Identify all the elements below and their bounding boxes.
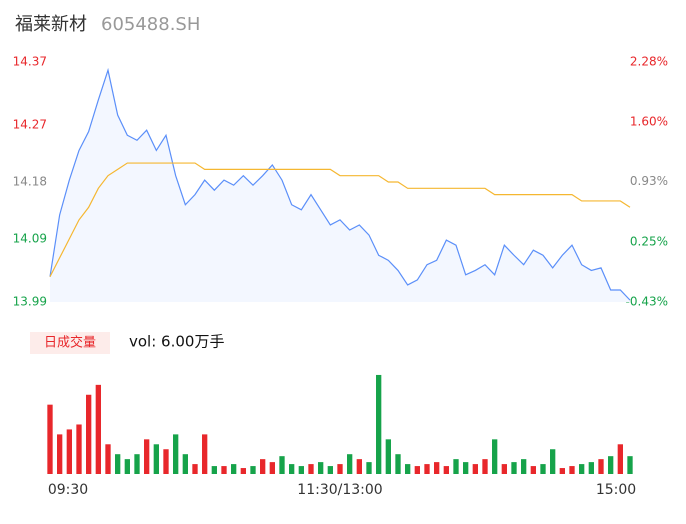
stock-name: 福莱新材 — [15, 14, 87, 35]
volume-bar — [211, 466, 217, 474]
volume-bar — [521, 459, 527, 474]
volume-bar — [308, 464, 314, 474]
volume-bar — [453, 459, 459, 474]
volume-bar — [540, 464, 546, 474]
volume-bar — [192, 464, 198, 474]
volume-bar — [144, 439, 150, 474]
volume-bar — [588, 462, 594, 474]
x-tick-label: 11:30/13:00 — [297, 482, 382, 498]
volume-bar — [463, 462, 469, 474]
volume-bar — [250, 466, 256, 474]
y2-tick-label: 0.25% — [630, 234, 668, 248]
price-area — [50, 70, 630, 302]
volume-bar — [550, 449, 556, 474]
y-tick-label: 14.37 — [13, 55, 47, 69]
volume-bar — [337, 464, 343, 474]
volume-bar — [579, 464, 585, 474]
volume-bar — [385, 439, 391, 474]
volume-bar — [153, 444, 159, 474]
x-tick-label: 09:30 — [48, 482, 88, 498]
volume-bar — [289, 464, 295, 474]
volume-bar — [434, 462, 440, 474]
volume-bar — [395, 454, 401, 474]
volume-bar — [356, 459, 362, 474]
y-tick-label: 13.99 — [13, 295, 47, 309]
volume-bar — [376, 374, 382, 474]
volume-bar — [627, 456, 633, 474]
volume-total: vol: 6.00万手 — [129, 333, 224, 351]
volume-bar — [260, 459, 266, 474]
volume-bar — [269, 462, 275, 474]
volume-bar — [617, 444, 623, 474]
volume-bar — [559, 468, 565, 474]
volume-bar — [240, 468, 246, 474]
x-tick-label: 15:00 — [596, 482, 636, 498]
volume-bar — [76, 424, 82, 474]
average-line — [49, 162, 631, 278]
volume-bar — [608, 456, 614, 474]
volume-bar — [163, 449, 169, 474]
y2-tick-label: -0.43% — [626, 295, 668, 309]
volume-bar — [366, 462, 372, 474]
volume-bar — [95, 384, 101, 474]
volume-bar — [405, 464, 411, 474]
stock-code: 605488.SH — [101, 14, 200, 35]
y2-tick-label: 0.93% — [630, 174, 668, 188]
volume-bar — [298, 466, 304, 474]
volume-bar — [57, 434, 63, 474]
volume-bar — [569, 466, 575, 474]
volume-bar — [318, 462, 324, 474]
volume-bar — [279, 456, 285, 474]
volume-bar — [598, 459, 604, 474]
volume-bar — [47, 404, 53, 474]
volume-bar — [124, 459, 130, 474]
volume-bar — [86, 394, 92, 474]
volume-bar — [530, 466, 536, 474]
volume-bar — [492, 439, 498, 474]
volume-bar — [443, 466, 449, 474]
y2-tick-label: 1.60% — [630, 115, 668, 129]
volume-bar — [221, 466, 227, 474]
volume-tag — [30, 332, 110, 354]
y-tick-label: 14.09 — [13, 231, 47, 245]
volume-bar — [414, 466, 420, 474]
volume-bar — [231, 464, 237, 474]
volume-bar — [202, 434, 208, 474]
volume-bar — [472, 464, 478, 474]
volume-bar — [66, 429, 72, 474]
y-tick-label: 14.27 — [13, 118, 47, 132]
volume-bar — [501, 464, 507, 474]
volume-bar — [327, 466, 333, 474]
volume-bar — [482, 459, 488, 474]
y-tick-label: 14.18 — [13, 175, 47, 189]
y2-tick-label: 2.28% — [630, 55, 668, 69]
volume-bar — [424, 464, 430, 474]
price-line — [49, 67, 631, 301]
volume-title: 日成交量 — [44, 335, 96, 351]
volume-bar — [182, 454, 188, 474]
volume-bar — [511, 462, 517, 474]
volume-bar — [115, 454, 121, 474]
volume-bar — [105, 444, 111, 474]
volume-bar — [134, 454, 140, 474]
volume-bar — [347, 454, 353, 474]
volume-bar — [173, 434, 179, 474]
